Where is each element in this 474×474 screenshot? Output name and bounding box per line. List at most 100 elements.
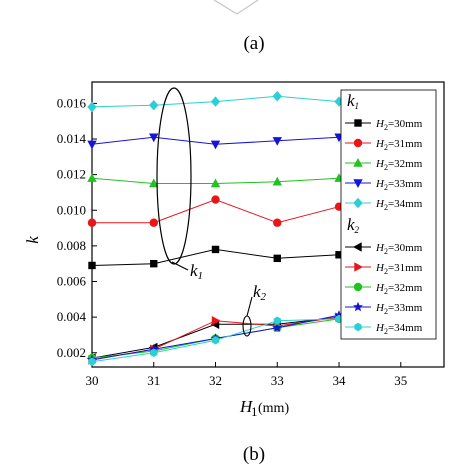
k1-ellipse xyxy=(156,87,192,265)
y-tick-label: 0.014 xyxy=(57,131,87,146)
x-tick-label: 35 xyxy=(394,373,407,388)
data-point-k1-31 xyxy=(211,195,220,204)
legend-marker xyxy=(353,282,363,292)
legend-label: H2=32mm xyxy=(375,282,423,296)
legend-group-sub: 2 xyxy=(355,225,360,235)
legend-label-h: H xyxy=(375,118,385,130)
data-point-k1-30 xyxy=(273,254,281,263)
legend-label-h: H xyxy=(375,138,385,150)
legend-marker xyxy=(353,138,363,148)
legend-label-sub: 2 xyxy=(384,267,388,276)
data-point-k1-32 xyxy=(149,178,159,188)
legend-label: H2=31mm xyxy=(375,138,423,152)
legend-label-rest: =32mm xyxy=(388,158,423,170)
series-layer xyxy=(87,91,345,366)
y-axis-title: k xyxy=(23,236,42,244)
y-tick-label: 0.004 xyxy=(57,309,87,324)
data-point-k1-30 xyxy=(211,245,220,254)
legend-label-sub: 2 xyxy=(384,203,388,212)
data-point-k1-34 xyxy=(149,99,159,111)
x-tick-label: 31 xyxy=(147,373,160,388)
k2-pointer xyxy=(246,296,253,317)
data-point-k2-34 xyxy=(88,357,96,366)
k2-annotation: k2 xyxy=(253,282,267,303)
legend-marker xyxy=(353,197,363,209)
legend-label-sub: 2 xyxy=(384,307,388,316)
legend-marker xyxy=(353,158,363,167)
data-point-k2-33 xyxy=(272,322,283,333)
x-tick-label: 32 xyxy=(209,373,222,388)
caption-b: (b) xyxy=(243,444,265,465)
legend-label-rest: =34mm xyxy=(388,322,423,334)
legend-label-h: H xyxy=(375,322,385,334)
legend-marker xyxy=(354,119,362,127)
legend-label-h: H xyxy=(375,282,385,294)
xlabel-h: H xyxy=(239,397,254,416)
data-point-k1-31 xyxy=(87,218,97,227)
legend-label-sub: 2 xyxy=(384,163,388,172)
legend-label-rest: =31mm xyxy=(388,262,423,274)
k2-annotation-sub: 2 xyxy=(261,291,267,303)
data-point-k2-34 xyxy=(273,316,281,325)
legend-label-sub: 2 xyxy=(384,327,388,336)
legend-label-h: H xyxy=(375,262,385,274)
data-point-k1-30 xyxy=(150,259,158,268)
k1-annotation-sub: 1 xyxy=(198,270,204,282)
data-point-k1-31 xyxy=(273,218,282,227)
x-axis: 30 31 32 33 34 35 xyxy=(86,362,407,388)
data-point-k1-34 xyxy=(210,96,221,107)
y-tick-label: 0.016 xyxy=(57,95,87,110)
data-point-k1-32 xyxy=(87,173,97,182)
legend-label-rest: =34mm xyxy=(388,198,423,210)
y-axis: 0.002 0.004 0.006 0.008 0.010 0.012 0.014 0.016 xyxy=(57,95,97,360)
legend-label: H2=30mm xyxy=(375,118,423,132)
y-tick-label: 0.006 xyxy=(57,274,87,289)
legend-box xyxy=(340,89,437,340)
legend-label: H2=31mm xyxy=(375,262,423,276)
legend-label-h: H xyxy=(375,158,385,170)
legend-label: H2=32mm xyxy=(375,158,423,172)
figure-a-remnant xyxy=(213,0,259,15)
x-axis-title: H 1 (mm) xyxy=(239,397,289,419)
legend-marker xyxy=(354,322,362,332)
x-tick-label: 33 xyxy=(271,373,284,388)
legend-label-rest: =30mm xyxy=(388,118,423,130)
plot-area: 30 31 32 33 34 35 0.0020.0040.0060.0080.0100.… xyxy=(57,81,445,388)
data-point-k2-34 xyxy=(150,348,158,357)
data-point-k1-34 xyxy=(272,91,282,102)
legend-marker xyxy=(353,242,362,252)
legend-label-sub: 2 xyxy=(384,143,388,152)
legend-marker xyxy=(353,179,363,188)
data-point-k1-30 xyxy=(335,251,343,259)
legend-label: H2=33mm xyxy=(375,178,423,192)
legend-label: H2=34mm xyxy=(375,198,423,212)
data-point-k1-31 xyxy=(149,218,158,227)
x-tick-label: 30 xyxy=(86,373,99,388)
legend-label-rest: =30mm xyxy=(388,242,423,254)
data-point-k1-33 xyxy=(210,140,221,150)
legend-label-sub: 2 xyxy=(384,123,388,132)
legend-label-rest: =32mm xyxy=(388,282,423,294)
k1-pointer xyxy=(171,261,189,271)
ylabel: k xyxy=(23,236,42,244)
data-point-k1-34 xyxy=(87,101,97,113)
data-point-k2-34 xyxy=(211,336,220,345)
legend-marker xyxy=(353,301,363,312)
legend-label: H2=30mm xyxy=(375,242,423,256)
legend: k1H2=30mmH2=31mmH2=32mmH2=33mmH2=34mmk2H… xyxy=(340,89,437,340)
legend-label: H2=33mm xyxy=(375,302,423,316)
x-tick-label: 34 xyxy=(333,373,347,388)
legend-label-rest: =33mm xyxy=(388,302,423,314)
legend-label-sub: 2 xyxy=(384,247,388,256)
data-point-k1-33 xyxy=(149,133,159,143)
legend-marker xyxy=(354,262,363,272)
annotations: k1 k2 xyxy=(156,87,267,337)
caption-a: (a) xyxy=(243,33,264,54)
k1-annotation: k1 xyxy=(190,261,203,282)
legend-group-sub: 1 xyxy=(355,101,360,111)
xlabel-sub: 1 xyxy=(251,404,258,419)
y-tick-label: 0.012 xyxy=(57,167,86,182)
xlabel-unit: (mm) xyxy=(258,401,289,416)
legend-label-h: H xyxy=(375,198,385,210)
